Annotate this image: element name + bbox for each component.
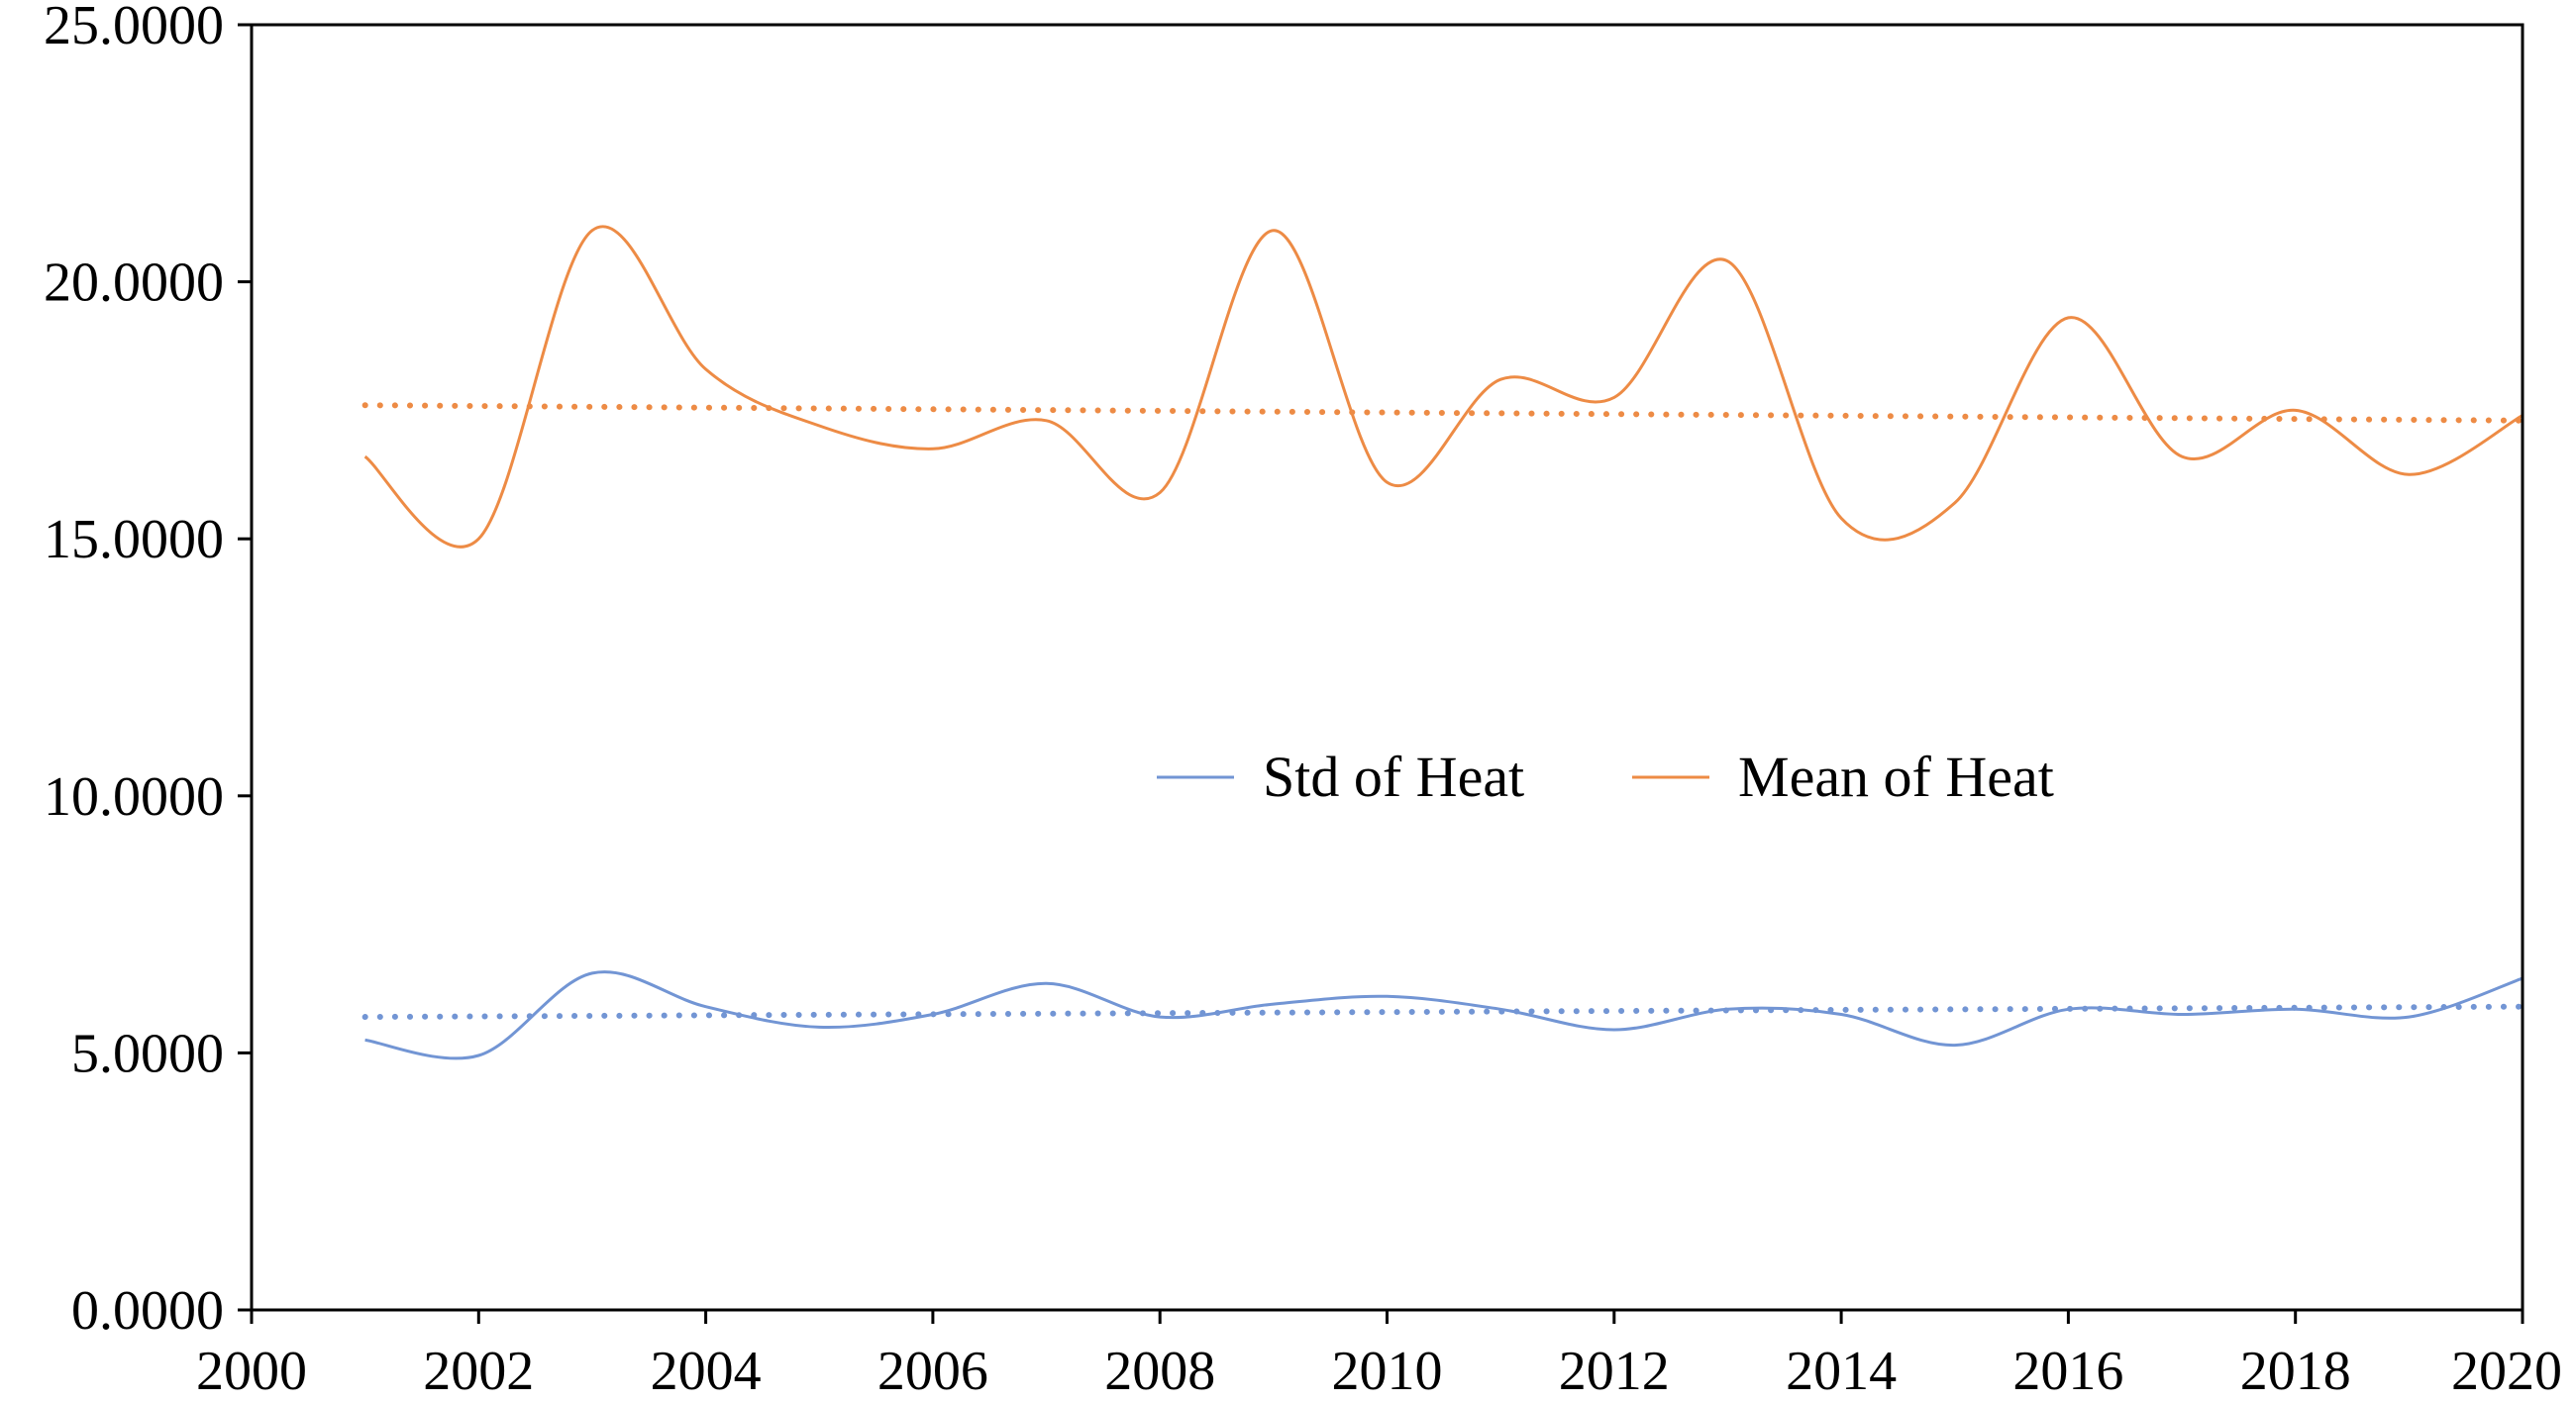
x-tick-label: 2000 [196,1341,307,1402]
series-line-std-of-heat [364,970,2524,1060]
y-axis: 0.0000 5.0000 10.0000 15.0000 20.0000 25.0000 [44,0,252,1342]
legend-label-mean-of-heat: Mean of Heat [1738,745,2054,809]
y-tick-label: 20.0000 [44,252,224,314]
trendline-mean-of-heat [361,402,2525,424]
plot-area-frame [250,23,2524,1312]
x-tick-label: 2008 [1104,1341,1215,1402]
x-tick-label: 2004 [651,1341,762,1402]
x-tick-label: 2018 [2240,1341,2351,1402]
y-tick-label: 0.0000 [71,1280,224,1342]
x-tick-label: 2002 [423,1341,534,1402]
x-tick-label: 2014 [1786,1341,1897,1402]
y-tick-label: 10.0000 [44,766,224,828]
x-axis: 2000 2002 2004 2006 2008 2010 2012 2014 2016 2018… [196,1310,2562,1402]
x-tick-label: 2010 [1332,1341,1443,1402]
series-layer [363,225,2524,1060]
y-tick-label: 25.0000 [44,0,224,56]
trendline-layer [361,402,2525,1021]
x-tick-label: 2016 [2012,1341,2123,1402]
trendline-std-of-heat [361,1003,2525,1021]
y-tick-label: 5.0000 [71,1023,224,1084]
x-tick-label: 2020 [2451,1341,2562,1402]
legend: Std of Heat Mean of Heat [1157,745,2054,809]
series-line-mean-of-heat [363,225,2524,549]
x-tick-label: 2012 [1559,1341,1670,1402]
x-tick-label: 2006 [877,1341,988,1402]
legend-label-std-of-heat: Std of Heat [1263,745,1524,809]
y-tick-label: 15.0000 [44,509,224,570]
